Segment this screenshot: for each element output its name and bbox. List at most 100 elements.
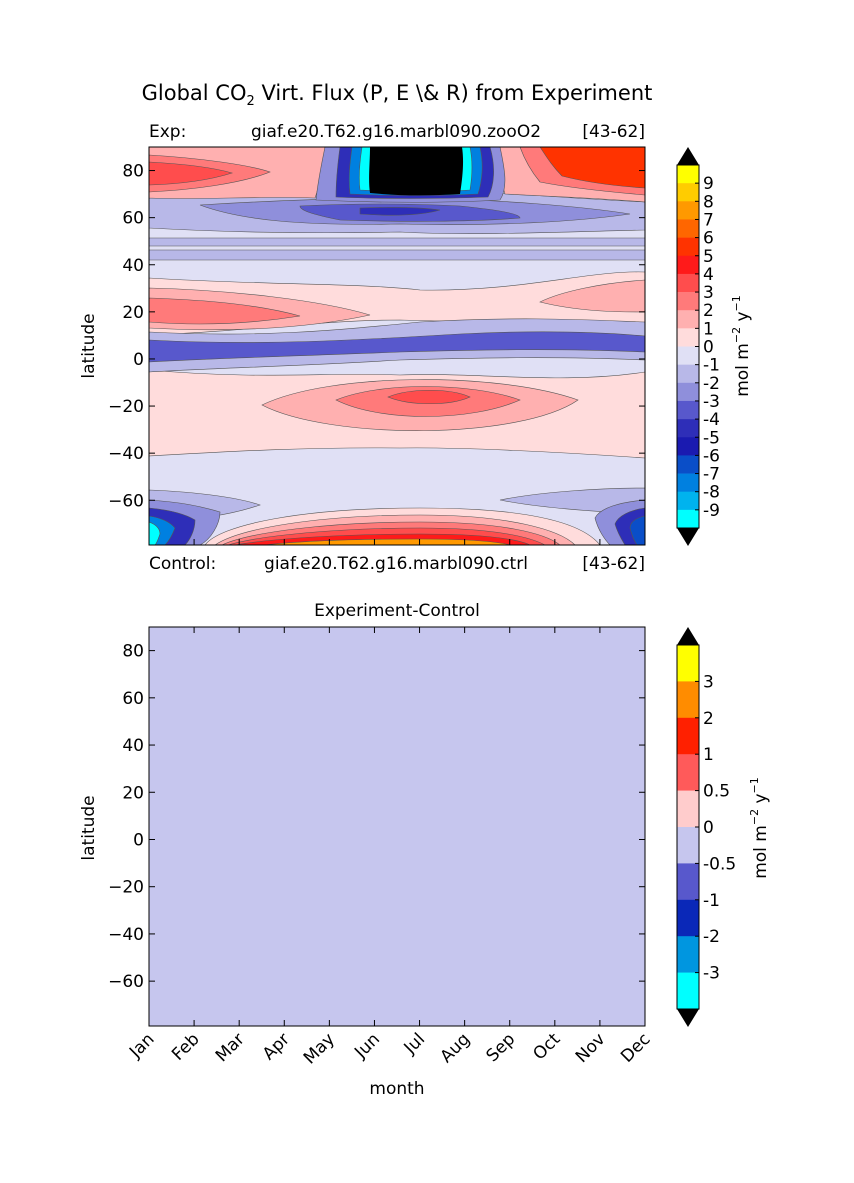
bottom-colorbar-segment: [677, 754, 699, 791]
top-colorbar-extend-max: [677, 147, 699, 165]
bottom-panel-title: Experiment-Control: [314, 601, 480, 621]
top-colorbar-tick-label: 9: [703, 174, 714, 194]
top-colorbar-segment: [677, 292, 699, 311]
bottom-colorbar-tick-label: 0: [703, 818, 714, 838]
top-ytick-label: −60: [108, 491, 144, 511]
arctic-positive-west-core-2: [149, 161, 234, 186]
top-colorbar-tick-label: 4: [703, 265, 714, 285]
top-colorbar-segment: [677, 328, 699, 347]
bottom-ytick-label: 60: [122, 689, 144, 709]
bottom-colorbar-segment: [677, 645, 699, 682]
northern-negative-core-3: [359, 207, 441, 216]
top-colorbar-segment: [677, 382, 699, 402]
top-colorbar-label: mol m−2 y−1: [730, 295, 753, 397]
top-y-ticks: 80 60 40 20 0 −20 −40 −60: [108, 162, 646, 545]
bottom-ytick-label: 0: [133, 830, 144, 850]
bottom-xtick-label: Jul: [400, 1029, 429, 1058]
top-colorbar-segment: [677, 491, 699, 511]
bottom-colorbar-segment: [677, 827, 699, 864]
bottom-colorbar-tick-label: 0.5: [703, 782, 730, 802]
equatorial-negative-core: [149, 331, 645, 363]
top-colorbar-tick-label: -3: [703, 392, 720, 412]
top-colorbar-tick-label: -2: [703, 374, 720, 394]
figure-title: Global CO2 Virt. Flux (P, E \& R) from E…: [142, 81, 653, 109]
bottom-y-ticks: 80 60 40 20 0 −20 −40 −60: [108, 642, 645, 992]
bottom-xtick-label: Dec: [617, 1029, 654, 1066]
top-colorbar-tick-label: -8: [703, 483, 720, 503]
subtropical-positive-east: [539, 279, 645, 313]
top-ytick-label: 80: [122, 162, 144, 182]
arctic-positive-east-core-2: [539, 147, 645, 189]
subtropical-positive-core-2: [149, 297, 301, 325]
bottom-colorbar-tick-label: -2: [703, 927, 720, 947]
top-ytick-label: 20: [122, 303, 144, 323]
top-ytick-label: 0: [133, 350, 144, 370]
bottom-plot-frame: [148, 626, 646, 1027]
top-colorbar-segment: [677, 310, 699, 329]
top-colorbar-segment: [677, 183, 699, 202]
bottom-colorbar-tick-label: 2: [703, 709, 714, 729]
bottom-xtick-label: Aug: [437, 1029, 475, 1067]
top-ytick-label: 40: [122, 256, 144, 276]
bottom-xtick-label: May: [300, 1029, 339, 1068]
top-colorbar-tick-label: 6: [703, 229, 714, 249]
southern-positive-core-3: [387, 389, 471, 405]
top-colorbar-tick-label: 5: [703, 247, 714, 267]
midlat-stripe-2: [149, 249, 645, 261]
top-colorbar-tick-label: -4: [703, 410, 720, 430]
midlat-stripe-1: [149, 237, 645, 247]
bottom-ytick-label: −40: [108, 925, 144, 945]
bottom-colorbar-tick-label: 1: [703, 745, 714, 765]
bottom-xtick-label: Oct: [529, 1029, 564, 1064]
control-years: [43-62]: [582, 554, 645, 574]
bottom-colorbar-tick-label: 3: [703, 672, 714, 692]
bottom-colorbar-segment: [677, 936, 699, 973]
bottom-colorbar-extend-min: [677, 1009, 699, 1027]
top-plot-frame: [148, 146, 646, 546]
top-ytick-label: −40: [108, 444, 144, 464]
top-colorbar-tick-label: 1: [703, 319, 714, 339]
exp-name: giaf.e20.T62.g16.marbl090.zooO2: [251, 122, 541, 142]
bottom-colorbar-segment: [677, 717, 699, 755]
top-ytick-label: −20: [108, 397, 144, 417]
arctic-ice-mask: [369, 147, 464, 196]
southern-negative-east-core-3: [629, 515, 645, 545]
bottom-heatmap: [149, 627, 645, 1026]
bottom-ytick-label: −20: [108, 878, 144, 898]
top-colorbar-tick-label: -5: [703, 428, 720, 448]
top-colorbar-tick-label: 8: [703, 192, 714, 212]
bottom-colorbar-segment: [677, 972, 699, 1010]
top-colorbar-segment: [677, 400, 699, 420]
top-colorbar-segment: [677, 273, 699, 293]
bottom-xtick-label: Apr: [259, 1029, 294, 1064]
top-colorbar-extend-min: [677, 528, 699, 546]
bottom-x-axis-label: month: [369, 1079, 424, 1099]
bottom-ytick-label: 80: [122, 642, 144, 662]
bottom-colorbar-segment: [677, 899, 699, 937]
control-label: Control:: [149, 554, 216, 574]
top-colorbar-segment: [677, 419, 699, 438]
bottom-xtick-label: Jun: [350, 1029, 384, 1063]
bottom-colorbar-segment: [677, 790, 699, 828]
exp-label: Exp:: [149, 122, 186, 142]
top-colorbar-segment: [677, 455, 699, 474]
top-colorbar-segment: [677, 346, 699, 365]
top-colorbar-tick-label: -7: [703, 465, 720, 485]
bottom-ytick-label: 20: [122, 783, 144, 803]
bottom-y-axis-label: latitude: [79, 795, 99, 860]
bottom-xtick-label: Mar: [212, 1029, 249, 1066]
top-colorbar-segment: [677, 364, 699, 384]
top-colorbar-segment: [677, 473, 699, 492]
bottom-colorbar: 3 2 1 0.5 0 -0.5 -1 -2 -3: [676, 627, 736, 1027]
top-colorbar-segment: [677, 509, 699, 529]
bottom-colorbar-tick-label: -1: [703, 891, 720, 911]
bottom-xtick-label: Jan: [125, 1029, 158, 1062]
bottom-ytick-label: 40: [122, 736, 144, 756]
top-colorbar-tick-label: 2: [703, 301, 714, 321]
top-colorbar-tick-label: -6: [703, 446, 720, 466]
bottom-colorbar-segment: [677, 863, 699, 901]
top-colorbar-segment: [677, 437, 699, 456]
top-colorbar-segment: [677, 219, 699, 238]
top-ytick-label: 60: [122, 209, 144, 229]
